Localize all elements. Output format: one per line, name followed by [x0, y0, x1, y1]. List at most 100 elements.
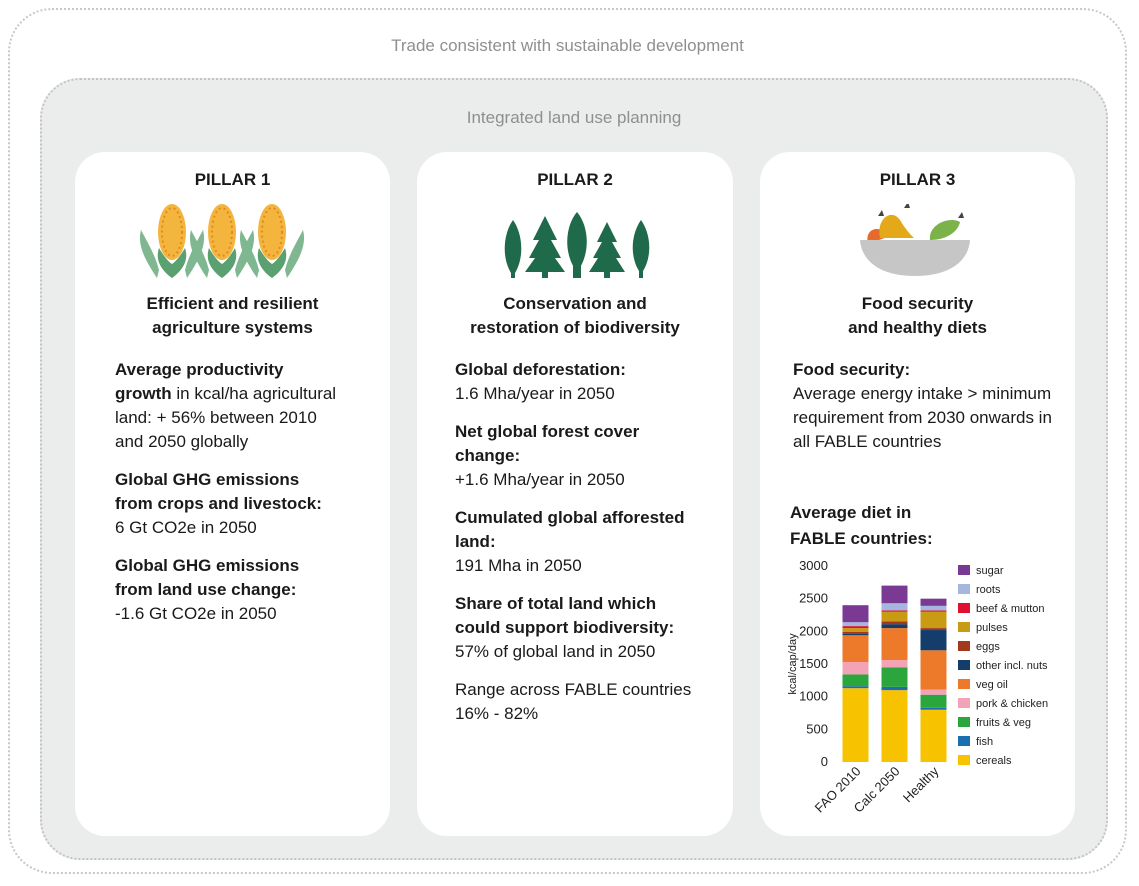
pillar-title: PILLAR 3 [760, 170, 1075, 190]
text-block: Global GHG emissions from crops and live… [115, 468, 340, 540]
bar-segment [882, 603, 908, 610]
bar-segment [921, 630, 947, 650]
bar-segment [921, 610, 947, 611]
block-heading: Global deforestation: [455, 360, 626, 379]
blocks: Food security: Average energy intake > mi… [793, 358, 1055, 468]
bar-segment [882, 624, 908, 628]
bar-segment [843, 634, 869, 635]
legend-swatch [958, 755, 970, 765]
legend-swatch [958, 603, 970, 613]
block-text: -1.6 Gt CO2e in 2050 [115, 604, 277, 623]
bar-segment [882, 610, 908, 611]
blocks: Global deforestation:1.6 Mha/year in 205… [455, 358, 695, 740]
y-tick-label: 500 [806, 721, 828, 736]
pillar-subtitle: Conservation and restoration of biodiver… [417, 292, 733, 340]
legend-swatch [958, 641, 970, 651]
block-text: 57% of global land in 2050 [455, 642, 655, 661]
legend-label: beef & mutton [976, 603, 1045, 615]
bar-segment [921, 710, 947, 762]
legend-swatch [958, 698, 970, 708]
bar-segment [843, 686, 869, 688]
bar-segment [921, 708, 947, 710]
text-block: Net global forest cover change:+1.6 Mha/… [455, 420, 695, 492]
subtitle-line: agriculture systems [75, 316, 390, 340]
bar-segment [882, 622, 908, 625]
text-block: Average productivity growth in kcal/ha a… [115, 358, 340, 454]
subtitle-line: restoration of biodiversity [417, 316, 733, 340]
y-tick-label: 0 [821, 754, 828, 769]
bar-segment [882, 612, 908, 622]
legend-label: sugar [976, 565, 1004, 577]
bar-segment [843, 626, 869, 628]
bar-segment [921, 689, 947, 694]
pillar-card: PILLAR 1 Efficient and resilient agricul… [75, 152, 390, 836]
bar-segment [843, 674, 869, 686]
bar-segment [882, 660, 908, 667]
bar-segment [843, 635, 869, 662]
bar-segment [921, 650, 947, 689]
pillar-title: PILLAR 2 [417, 170, 733, 190]
bar-segment [882, 628, 908, 660]
bar-segment [921, 606, 947, 611]
trees-icon [417, 210, 733, 280]
text-block: Share of total land which could support … [455, 592, 695, 664]
bar-segment [921, 599, 947, 606]
x-tick-label: Healthy [900, 763, 942, 805]
pillar-card: PILLAR 2 Conservation and restoration of… [417, 152, 733, 836]
text-block: Cumulated global afforested land: 191 Mha… [455, 506, 695, 578]
block-heading: Global GHG emissions from crops and live… [115, 470, 322, 513]
bar-segment [921, 628, 947, 630]
outer-label: Trade consistent with sustainable develo… [10, 36, 1125, 56]
y-tick-label: 3000 [799, 558, 828, 573]
bar-segment [843, 688, 869, 762]
block-text: 191 Mha in 2050 [455, 556, 582, 575]
pillar-subtitle: Efficient and resilient agriculture syst… [75, 292, 390, 340]
legend-swatch [958, 565, 970, 575]
block-text: 6 Gt CO2e in 2050 [115, 518, 257, 537]
legend-label: veg oil [976, 679, 1008, 691]
bar-segment [882, 667, 908, 687]
pillar-card: PILLAR 3 Food security and healthy diets… [760, 152, 1075, 836]
legend-swatch [958, 660, 970, 670]
legend-swatch [958, 717, 970, 727]
blocks: Average productivity growth in kcal/ha a… [115, 358, 340, 640]
legend-label: fish [976, 736, 993, 748]
y-tick-label: 1500 [799, 656, 828, 671]
legend-label: fruits & veg [976, 717, 1031, 729]
pillar-subtitle: Food security and healthy diets [760, 292, 1075, 340]
bar-segment [843, 632, 869, 634]
bar-segment [843, 662, 869, 674]
subtitle-line: and healthy diets [760, 316, 1075, 340]
y-tick-label: 2500 [799, 591, 828, 606]
y-tick-label: 1000 [799, 689, 828, 704]
legend-swatch [958, 584, 970, 594]
block-heading: Net global forest cover change: [455, 422, 639, 465]
block-heading: Share of total land which could support … [455, 594, 674, 637]
legend-label: cereals [976, 755, 1012, 767]
legend-label: pulses [976, 622, 1008, 634]
y-tick-label: 2000 [799, 623, 828, 638]
text-block: Food security: Average energy intake > mi… [793, 358, 1055, 454]
subtitle-line: Efficient and resilient [75, 292, 390, 316]
block-text: Average energy intake > minimum requirem… [793, 384, 1052, 451]
bar-segment [921, 612, 947, 628]
block-text: Range across FABLE countries 16% - 82% [455, 680, 691, 723]
corn-icon [75, 200, 390, 280]
bowl-icon [760, 204, 1075, 280]
bar-segment [843, 622, 869, 626]
text-block: Global deforestation:1.6 Mha/year in 205… [455, 358, 695, 406]
text-block: Range across FABLE countries 16% - 82% [455, 678, 695, 726]
bar-segment [843, 628, 869, 632]
legend-label: roots [976, 584, 1001, 596]
chart: 050010001500200025003000kcal/cap/dayFAO … [760, 492, 1075, 836]
legend-swatch [958, 679, 970, 689]
legend-swatch [958, 622, 970, 632]
bar-segment [882, 687, 908, 690]
subtitle-line: Conservation and [417, 292, 733, 316]
bar-segment [882, 690, 908, 762]
subtitle-line: Food security [760, 292, 1075, 316]
page: Trade consistent with sustainable develo… [0, 0, 1139, 886]
block-heading: Food security: [793, 360, 910, 379]
block-heading: Global GHG emissions from land use chang… [115, 556, 299, 599]
block-heading: Cumulated global afforested land: [455, 508, 685, 551]
